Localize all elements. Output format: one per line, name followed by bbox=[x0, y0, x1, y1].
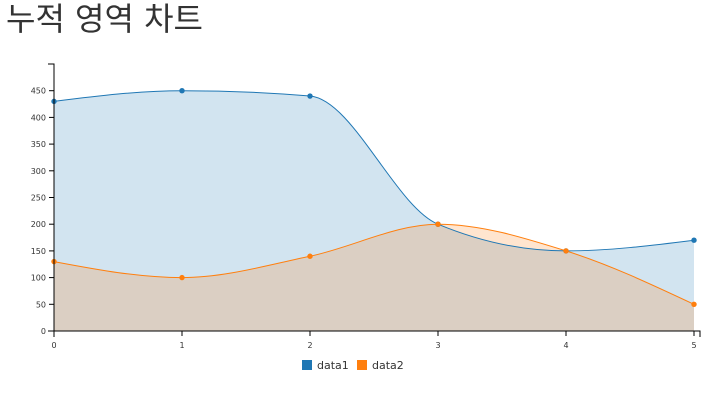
y-tick-label: 0 bbox=[41, 327, 46, 336]
point-data1-5[interactable] bbox=[691, 237, 697, 243]
x-tick-label: 2 bbox=[307, 341, 312, 350]
point-data2-5[interactable] bbox=[691, 301, 697, 307]
y-tick-label: 300 bbox=[31, 167, 46, 176]
line-layer bbox=[53, 90, 695, 305]
y-tick-label: 200 bbox=[31, 220, 46, 229]
y-tick-label: 400 bbox=[31, 113, 46, 122]
x-tick-label: 1 bbox=[179, 341, 184, 350]
x-tick-label: 3 bbox=[435, 341, 440, 350]
point-layer bbox=[51, 88, 697, 307]
x-tick-label: 4 bbox=[563, 341, 568, 350]
point-data2-4[interactable] bbox=[563, 248, 569, 254]
point-data2-3[interactable] bbox=[435, 221, 441, 227]
y-tick-label: 150 bbox=[31, 247, 46, 256]
legend: data1 data2 bbox=[302, 359, 404, 372]
y-tick-label: 450 bbox=[31, 87, 46, 96]
point-data2-2[interactable] bbox=[307, 253, 313, 259]
x-tick-label: 0 bbox=[51, 341, 56, 350]
legend-item-data1[interactable]: data1 bbox=[302, 359, 349, 372]
line-data1 bbox=[53, 90, 695, 252]
legend-label: data1 bbox=[317, 359, 349, 372]
y-tick-label: 50 bbox=[36, 300, 46, 309]
point-data1-2[interactable] bbox=[307, 93, 313, 99]
point-data1-1[interactable] bbox=[179, 88, 185, 94]
legend-swatch bbox=[302, 360, 312, 370]
area-data2 bbox=[54, 224, 694, 331]
y-tick-label: 250 bbox=[31, 194, 46, 203]
axes: 0 50 100 150 200 250 300 350 400 450 0 1 2 3 4 5 bbox=[31, 63, 701, 350]
area-data1 bbox=[54, 90, 694, 331]
legend-swatch bbox=[357, 360, 367, 370]
point-data2-1[interactable] bbox=[179, 274, 185, 281]
x-axis-line bbox=[53, 330, 701, 337]
page-title: 누적 영역 차트 bbox=[6, 0, 203, 38]
y-tick-label: 350 bbox=[31, 140, 46, 149]
y-tick-label: 100 bbox=[31, 274, 46, 283]
legend-label: data2 bbox=[372, 359, 404, 372]
legend-item-data2[interactable]: data2 bbox=[357, 359, 404, 372]
line-data2 bbox=[53, 223, 695, 305]
area-layer bbox=[54, 90, 694, 331]
x-tick-label: 5 bbox=[691, 341, 696, 350]
